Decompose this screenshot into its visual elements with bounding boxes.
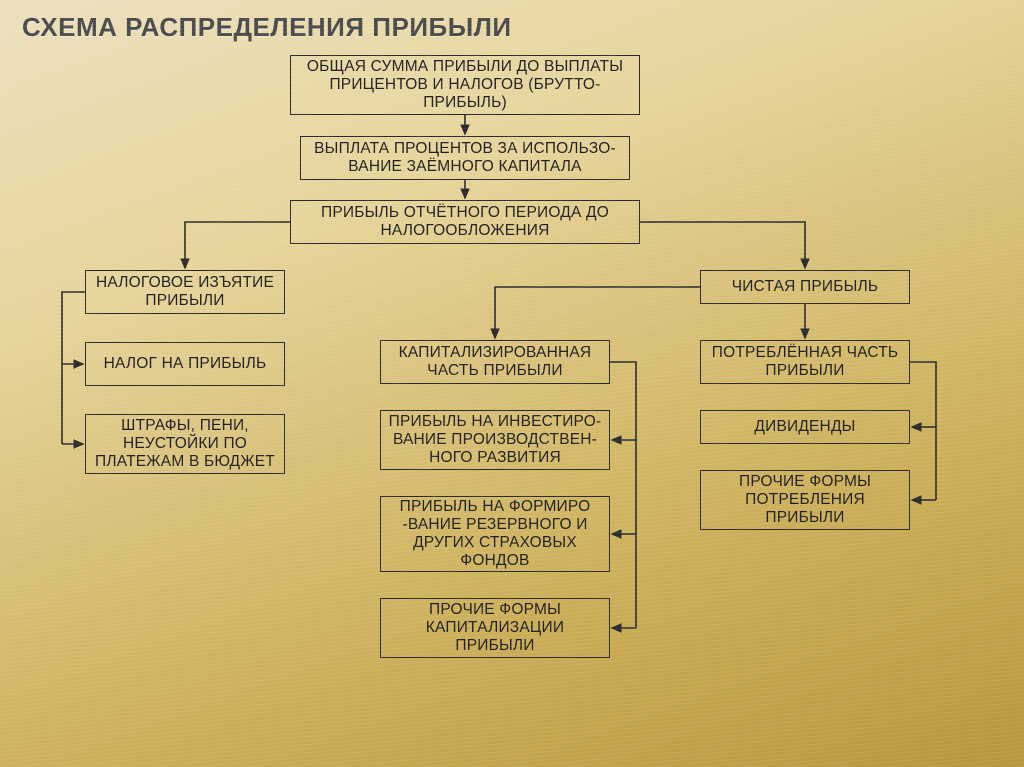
node-n5: НАЛОГ НА ПРИБЫЛЬ <box>85 342 285 386</box>
node-n8: КАПИТАЛИЗИРОВАННАЯ ЧАСТЬ ПРИБЫЛИ <box>380 340 610 384</box>
node-n1: ОБЩАЯ СУММА ПРИБЫЛИ ДО ВЫПЛАТЫ ПРИЦЕНТОВ… <box>290 55 640 115</box>
node-n6: ШТРАФЫ, ПЕНИ, НЕУСТОЙКИ ПО ПЛАТЕЖАМ В БЮ… <box>85 414 285 474</box>
node-n7: ЧИСТАЯ ПРИБЫЛЬ <box>700 270 910 304</box>
node-n3: ПРИБЫЛЬ ОТЧЁТНОГО ПЕРИОДА ДО НАЛОГООБЛОЖ… <box>290 200 640 244</box>
node-n11: ПРИБЫЛЬ НА ФОРМИРО -ВАНИЕ РЕЗЕРВНОГО И Д… <box>380 496 610 572</box>
node-n2: ВЫПЛАТА ПРОЦЕНТОВ ЗА ИСПОЛЬЗО-ВАНИЕ ЗАЁМ… <box>300 136 630 180</box>
node-n13: ДИВИДЕНДЫ <box>700 410 910 444</box>
page-title: СХЕМА РАСПРЕДЕЛЕНИЯ ПРИБЫЛИ <box>22 12 512 43</box>
node-n10: ПРИБЫЛЬ НА ИНВЕСТИРО-ВАНИЕ ПРОИЗВОДСТВЕН… <box>380 410 610 470</box>
node-n12: ПРОЧИЕ ФОРМЫ КАПИТАЛИЗАЦИИ ПРИБЫЛИ <box>380 598 610 658</box>
node-n9: ПОТРЕБЛЁННАЯ ЧАСТЬ ПРИБЫЛИ <box>700 340 910 384</box>
node-n4: НАЛОГОВОЕ ИЗЪЯТИЕ ПРИБЫЛИ <box>85 270 285 314</box>
node-n14: ПРОЧИЕ ФОРМЫ ПОТРЕБЛЕНИЯ ПРИБЫЛИ <box>700 470 910 530</box>
